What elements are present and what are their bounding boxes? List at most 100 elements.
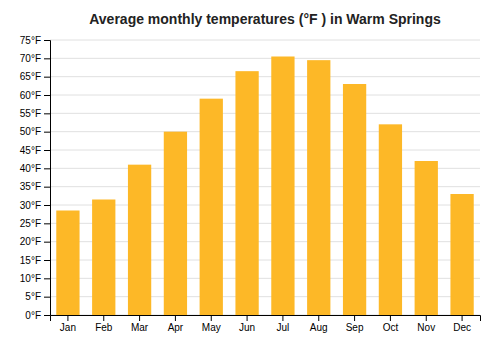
y-tick: 35°F — [20, 181, 50, 192]
tick-label: 10°F — [20, 273, 41, 284]
tick-label: 50°F — [20, 126, 41, 137]
tick-mark — [103, 315, 104, 321]
tick-label: 40°F — [20, 163, 41, 174]
x-tick: Feb — [95, 315, 113, 333]
tick-label: 25°F — [20, 218, 41, 229]
tick-mark — [462, 315, 463, 321]
tick-mark — [44, 205, 50, 206]
tick-label: 20°F — [20, 236, 41, 247]
x-tick: Dec — [453, 315, 471, 333]
tick-label: 30°F — [20, 200, 41, 211]
bar — [271, 57, 294, 316]
y-tick: 30°F — [20, 200, 50, 211]
tick-mark — [318, 315, 319, 321]
x-tick: Nov — [417, 315, 435, 333]
tick-label: Feb — [95, 322, 113, 333]
tick-mark — [44, 242, 50, 243]
tick-mark — [247, 315, 248, 321]
tick-mark — [44, 40, 50, 41]
bar — [200, 99, 223, 315]
tick-label: 60°F — [20, 90, 41, 101]
y-tick: 55°F — [20, 108, 50, 119]
grid-line — [50, 131, 480, 132]
plot: 0°F 5°F 10°F 15°F 20°F 25°F 30°F 35°F 40°F 45°F 50… — [20, 35, 481, 333]
bar — [450, 194, 473, 315]
tick-label: May — [202, 322, 221, 333]
bar — [415, 161, 438, 315]
bar — [307, 60, 330, 315]
x-tick: Mar — [131, 315, 149, 333]
tick-label: 0°F — [25, 310, 41, 321]
tick-label: Nov — [417, 322, 435, 333]
tick-label: Oct — [383, 322, 399, 333]
y-tick: 5°F — [25, 291, 50, 302]
tick-label: Mar — [131, 322, 149, 333]
chart: 0°F 5°F 10°F 15°F 20°F 25°F 30°F 35°F 40°F 45°F 50… — [0, 0, 500, 350]
y-tick: 65°F — [20, 71, 50, 82]
tick-mark — [67, 315, 68, 321]
y-tick: 15°F — [20, 255, 50, 266]
x-tick: Apr — [168, 315, 184, 333]
bar — [128, 165, 151, 315]
marks — [56, 57, 473, 316]
tick-label: Jun — [239, 322, 255, 333]
bar — [164, 132, 187, 315]
x-tick: Aug — [310, 315, 328, 333]
tick-mark — [44, 113, 50, 114]
tick-label: 15°F — [20, 255, 41, 266]
y-tick: 20°F — [20, 236, 50, 247]
x-tick: May — [202, 315, 221, 333]
x-tick: Jun — [239, 315, 255, 333]
bar — [235, 71, 258, 315]
tick-mark — [390, 315, 391, 321]
tick-mark — [175, 315, 176, 321]
tick-label: 45°F — [20, 145, 41, 156]
y-tick: 50°F — [20, 126, 50, 137]
tick-label: 55°F — [20, 108, 41, 119]
y-tick: 75°F — [20, 35, 50, 46]
tick-label: 70°F — [20, 53, 41, 64]
title: Average monthly temperatures (°F ) in Wa… — [89, 11, 441, 27]
y-tick: 10°F — [20, 273, 50, 284]
grid — [50, 40, 480, 315]
y-tick: 0°F — [25, 310, 50, 321]
tick-mark — [426, 315, 427, 321]
tick-label: Jan — [60, 322, 76, 333]
tick-mark — [282, 315, 283, 321]
tick-label: Apr — [168, 322, 184, 333]
grid-line — [50, 58, 480, 59]
tick-mark — [44, 150, 50, 151]
tick-label: Jul — [277, 322, 290, 333]
grid-line — [50, 113, 480, 114]
tick-mark — [44, 260, 50, 261]
grid-line — [50, 40, 480, 41]
y-tick: 70°F — [20, 53, 50, 64]
tick-label: Sep — [346, 322, 364, 333]
tick-mark — [354, 315, 355, 321]
tick-mark — [44, 77, 50, 78]
x-tick: Sep — [346, 315, 364, 333]
grid-line — [50, 95, 480, 96]
x-tick: Jan — [60, 315, 76, 333]
y-tick: 40°F — [20, 163, 50, 174]
tick-label: 75°F — [20, 35, 41, 46]
grid-line — [50, 76, 480, 77]
tick-mark — [139, 315, 140, 321]
axis-domain — [51, 316, 481, 322]
x-tick: Jul — [277, 315, 290, 333]
y-tick: 45°F — [20, 145, 50, 156]
tick-mark — [44, 132, 50, 133]
tick-mark — [44, 95, 50, 96]
bar — [56, 211, 79, 316]
y-tick: 25°F — [20, 218, 50, 229]
tick-mark — [44, 187, 50, 188]
tick-label: Aug — [310, 322, 328, 333]
tick-mark — [44, 278, 50, 279]
x-tick: Oct — [383, 315, 399, 333]
bar — [92, 200, 115, 316]
tick-mark — [44, 168, 50, 169]
tick-mark — [44, 58, 50, 59]
tick-label: 5°F — [25, 291, 41, 302]
y-axis: 0°F 5°F 10°F 15°F 20°F 25°F 30°F 35°F 40°F 45°F 50… — [20, 35, 51, 321]
y-tick: 60°F — [20, 90, 50, 101]
